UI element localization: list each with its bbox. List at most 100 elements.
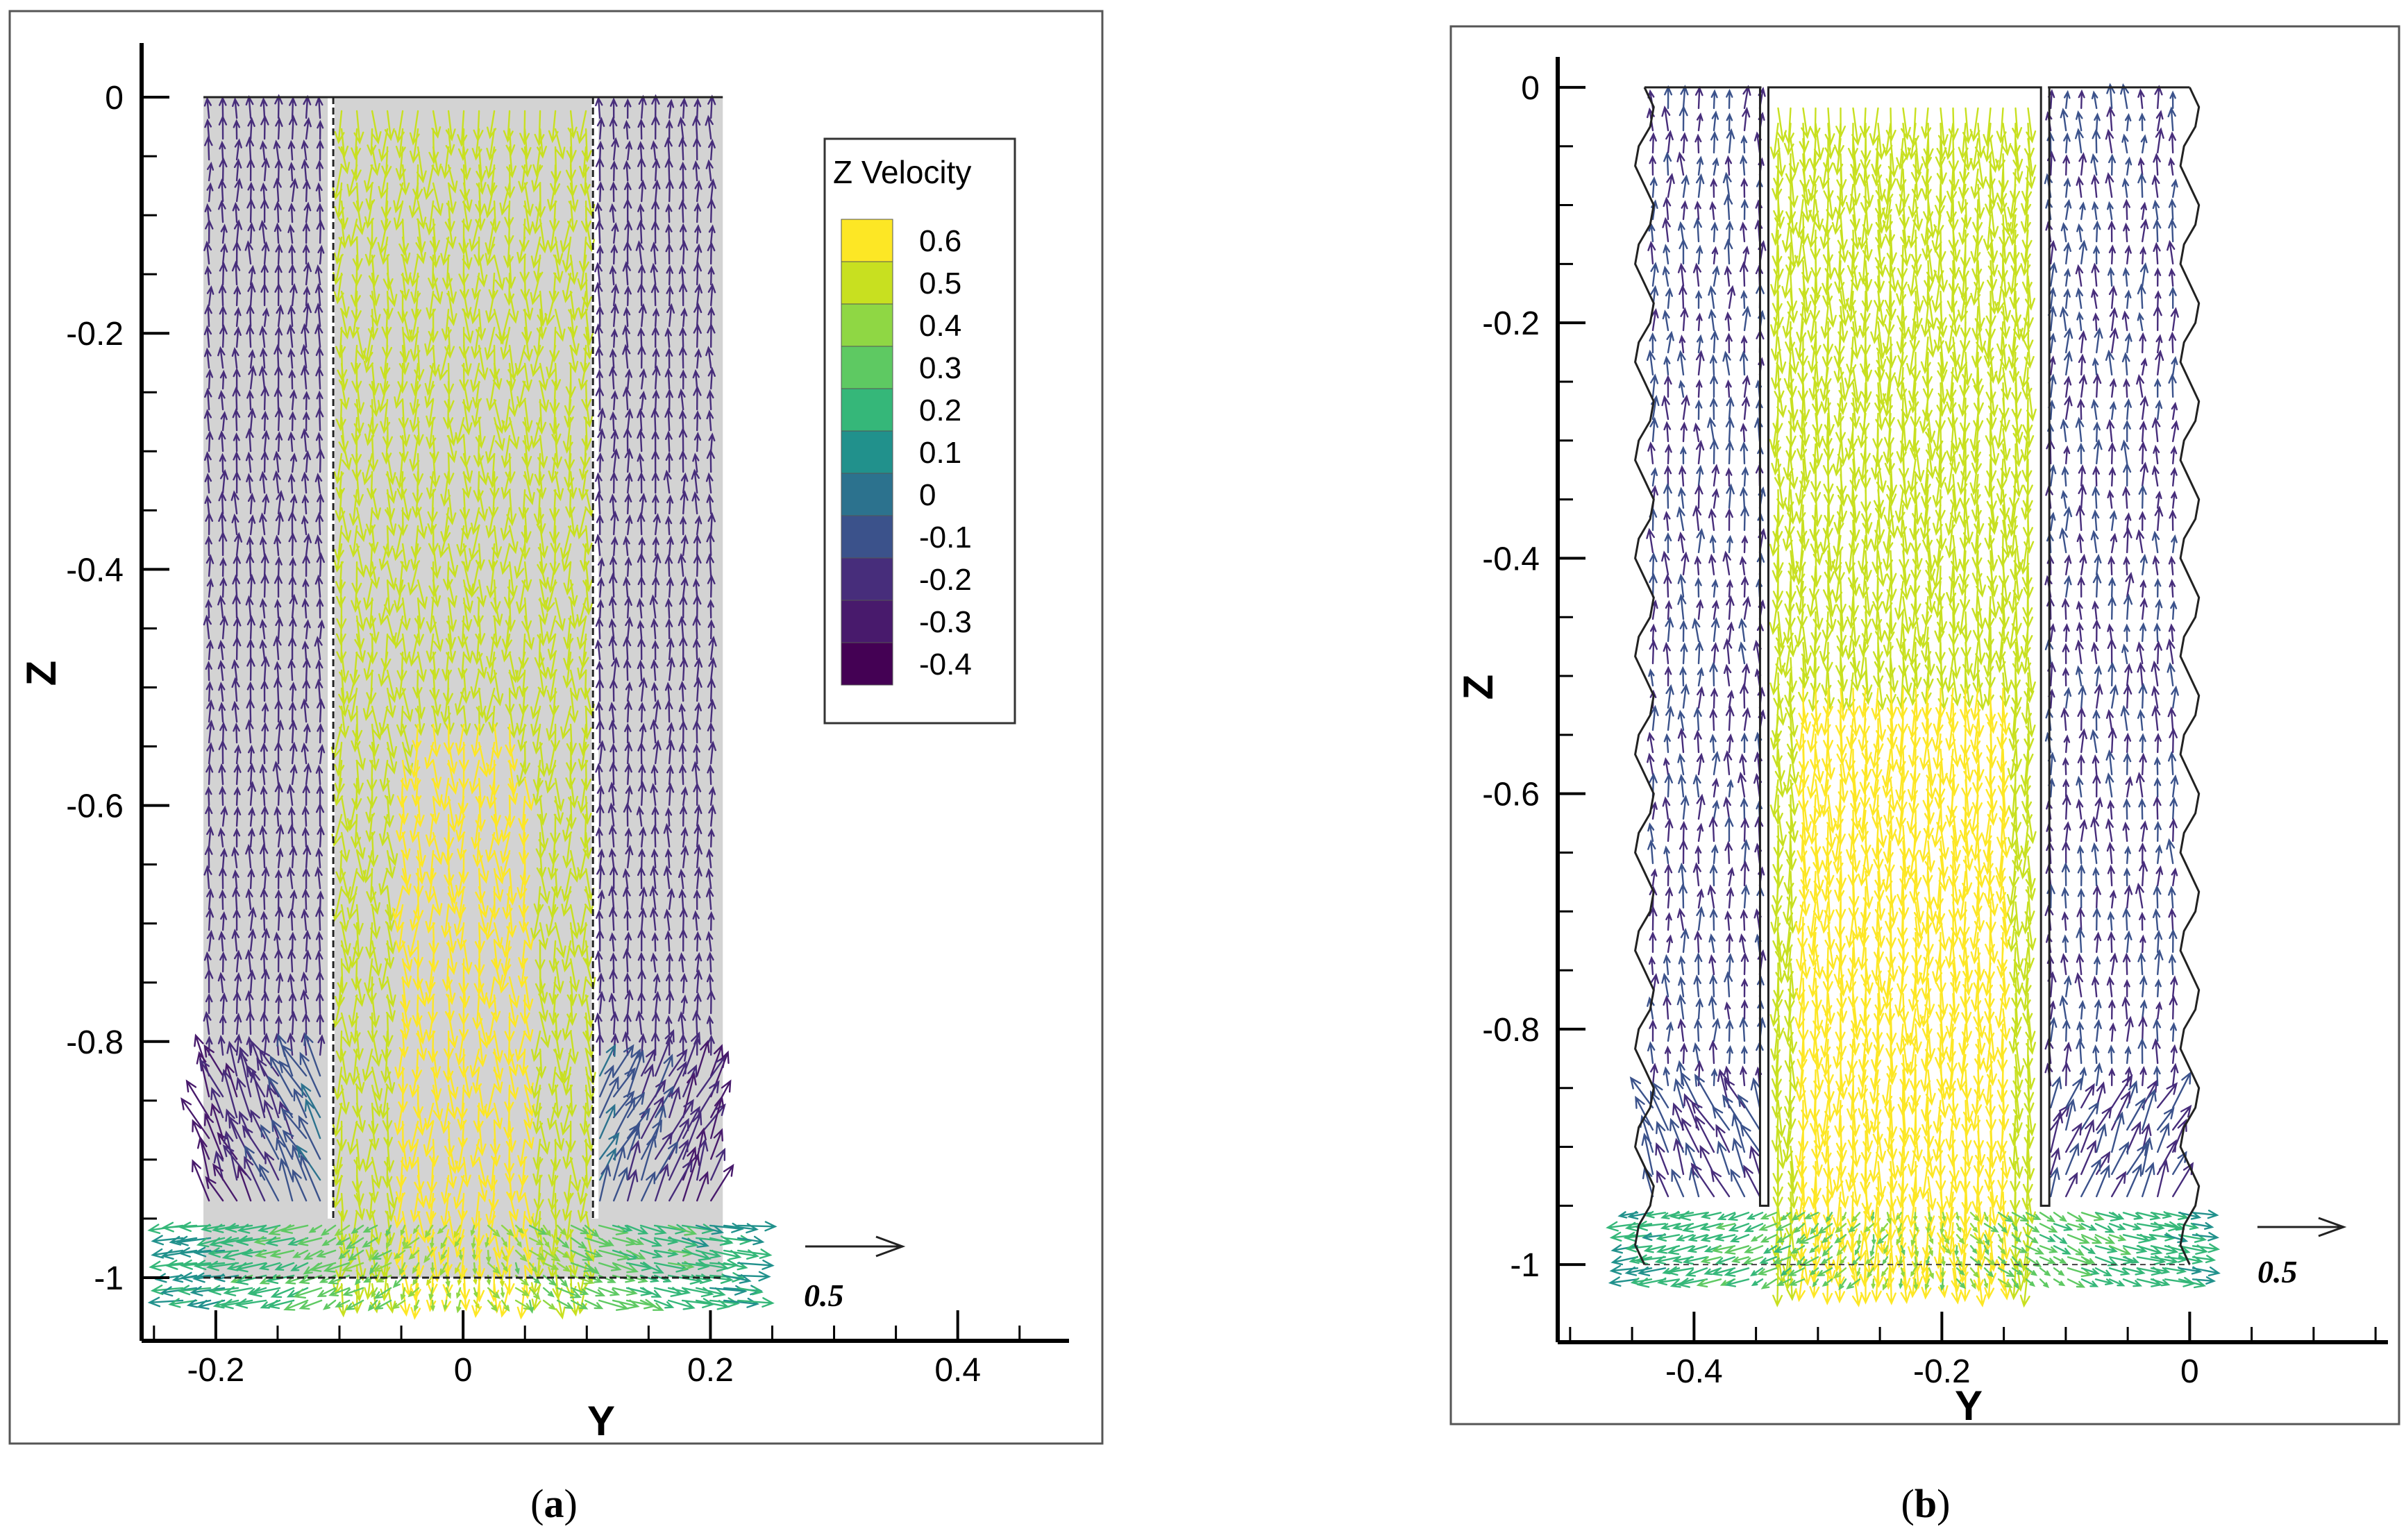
panel-a-annulus-vector xyxy=(637,203,645,223)
panel-a-annulus-vector xyxy=(613,1044,634,1077)
panel-a-annulus-vector xyxy=(280,1044,308,1077)
panel-a-core-vector xyxy=(347,1120,358,1156)
panel-a-annulus-vector xyxy=(233,616,242,640)
panel-a-annulus-vector xyxy=(639,886,648,911)
panel-a-core-vector xyxy=(493,868,504,903)
panel-a-annulus-vector xyxy=(260,679,269,702)
panel-a-annulus-vector xyxy=(707,389,714,411)
panel-a-annulus-vector xyxy=(204,450,212,473)
panel-a-core-vector xyxy=(518,489,529,521)
panel-a-core-vector xyxy=(581,416,592,451)
panel-a-annulus-vector xyxy=(274,677,283,702)
panel-a-core-vector xyxy=(337,958,348,995)
panel-a-annulus-vector xyxy=(204,118,212,140)
panel-a-annulus-vector xyxy=(218,702,226,723)
panel-a-core-vector xyxy=(485,290,496,324)
panel-a-annulus-vector xyxy=(233,119,240,140)
panel-a-core-vector xyxy=(424,1102,435,1131)
panel-a-core-vector xyxy=(504,272,515,306)
panel-a-annulus-vector xyxy=(706,493,714,515)
panel-a-reference-label: 0.5 xyxy=(804,1278,844,1313)
panel-a-core-vector xyxy=(346,886,358,921)
panel-a-annulus-vector xyxy=(637,282,646,307)
panel-a-core-vector xyxy=(424,326,435,357)
panel-a-core-vector xyxy=(440,777,451,811)
panel-a-annulus-vector xyxy=(637,637,646,661)
panel-a-annulus-vector xyxy=(637,951,646,973)
panel-a-core-vector xyxy=(385,1066,396,1094)
panel-a-annulus-vector xyxy=(316,139,324,161)
panel-a-annulus-vector xyxy=(315,991,324,1015)
panel-a-annulus-vector xyxy=(278,1158,294,1202)
panel-a-annulus-vector xyxy=(303,1032,321,1077)
panel-a-annulus-vector xyxy=(594,533,603,557)
panel-a-annulus-vector xyxy=(707,1034,715,1056)
panel-a-core-vector xyxy=(554,922,566,959)
panel-a-core-vector xyxy=(549,507,560,545)
panel-a-annulus-vector xyxy=(668,1049,688,1077)
panel-a-annulus-vector xyxy=(219,468,229,494)
panel-a-annulus-vector xyxy=(611,448,620,473)
panel-a-annulus-vector xyxy=(232,386,241,411)
panel-a-annulus-vector xyxy=(664,327,672,348)
panel-a-annulus-vector xyxy=(260,96,268,119)
panel-a-annulus-vector xyxy=(608,992,616,1015)
panel-a-annulus-vector xyxy=(694,283,703,307)
panel-a-annulus-vector xyxy=(219,992,228,1015)
panel-a-annulus-vector xyxy=(694,951,703,973)
panel-a-core-vector xyxy=(514,651,526,684)
panel-a-annulus-vector xyxy=(637,471,646,494)
panel-a-core-vector xyxy=(580,813,591,850)
panel-a-annulus-vector xyxy=(260,785,268,806)
panel-a-core-vector xyxy=(446,489,457,526)
panel-a-annulus-vector xyxy=(219,557,227,577)
panel-a-core-vector xyxy=(410,362,421,397)
panel-a-annulus-vector xyxy=(680,516,687,536)
panel-a-core-vector xyxy=(455,813,466,843)
panel-a-core-vector xyxy=(569,904,580,940)
panel-a-annulus-vector xyxy=(693,137,701,161)
panel-a-annulus-vector xyxy=(705,931,714,952)
panel-a-core-vector xyxy=(462,597,473,632)
panel-a-core-vector xyxy=(442,831,453,865)
panel-a-annulus-vector xyxy=(666,303,675,328)
panel-a-core-vector xyxy=(346,669,358,704)
panel-a-annulus-vector xyxy=(218,389,226,411)
panel-a-core-vector xyxy=(355,831,366,860)
panel-a-annulus-vector xyxy=(609,847,616,869)
panel-a-annulus-vector xyxy=(303,949,312,973)
panel-a-annulus-vector xyxy=(203,865,212,890)
panel-a-core-vector xyxy=(394,380,404,409)
panel-a-core-vector xyxy=(369,362,380,396)
panel-a-annulus-vector xyxy=(680,490,689,515)
panel-a-annulus-vector xyxy=(680,576,689,598)
legend-level-label: 0.4 xyxy=(919,309,961,343)
panel-a-x-tick-label: 0 xyxy=(454,1352,473,1389)
panel-a-annulus-vector xyxy=(624,448,633,473)
panel-a-annulus-vector xyxy=(664,157,673,182)
panel-a-annulus-vector xyxy=(692,115,701,140)
panel-a-annulus-vector xyxy=(246,473,253,494)
panel-a-annulus-vector xyxy=(287,348,295,369)
panel-a-y-tick-label: -0.6 xyxy=(66,788,124,825)
panel-a-annulus-vector xyxy=(693,677,703,702)
panel-a-core-vector xyxy=(532,759,544,793)
panel-a-annulus-vector xyxy=(210,1102,224,1140)
panel-a-annulus-vector xyxy=(207,161,214,182)
panel-a-annulus-vector xyxy=(597,990,605,1015)
panel-a-annulus-vector xyxy=(625,514,633,536)
panel-a-annulus-vector xyxy=(233,285,242,307)
panel-a-annulus-vector xyxy=(205,786,212,806)
panel-a-annulus-vector xyxy=(244,1144,266,1181)
panel-a-annulus-vector xyxy=(289,719,298,744)
panel-a-core-vector xyxy=(506,489,517,527)
panel-a-annulus-vector xyxy=(652,158,661,182)
panel-a-annulus-vector xyxy=(219,1014,227,1035)
panel-a-annulus-vector xyxy=(594,281,603,307)
panel-a-annulus-vector xyxy=(206,577,214,598)
panel-a-annulus-vector xyxy=(609,348,617,369)
panel-a-core-vector xyxy=(458,849,469,885)
panel-a-annulus-vector xyxy=(596,677,604,702)
panel-a-annulus-vector xyxy=(217,595,226,619)
panel-a-annulus-vector xyxy=(248,745,255,765)
